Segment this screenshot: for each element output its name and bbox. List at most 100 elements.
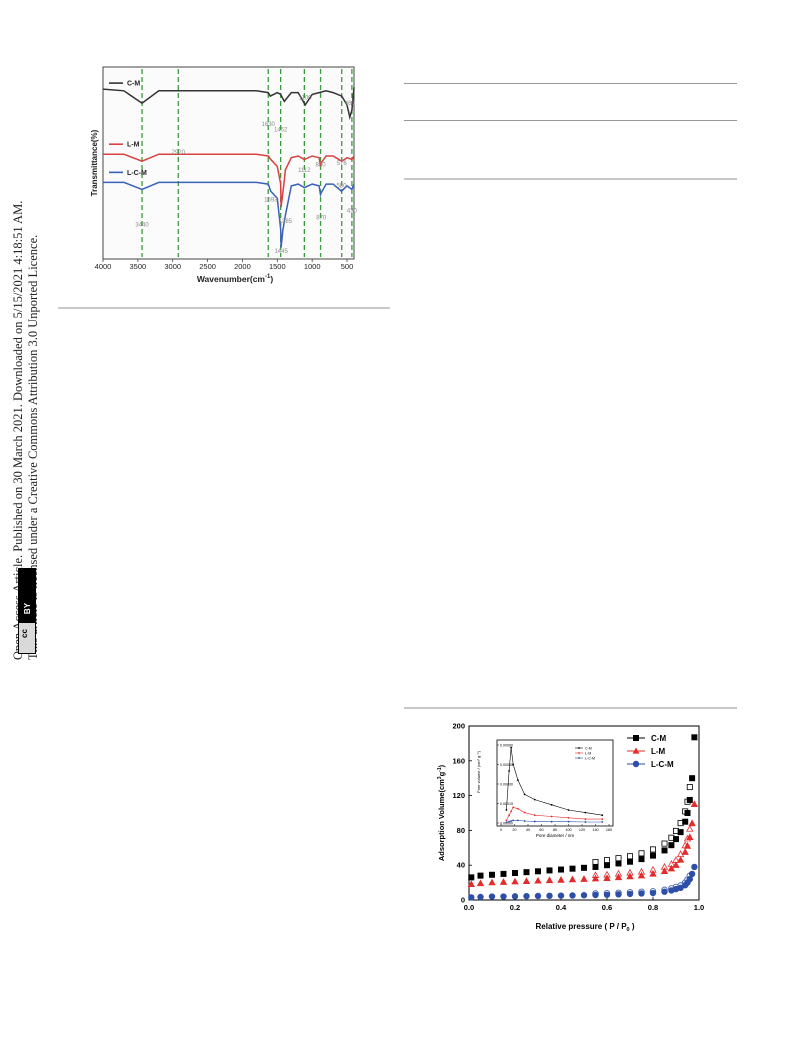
bet-adsorption-point-l-m: [626, 872, 634, 880]
inset-point: [516, 807, 519, 810]
bet-adsorption-point-l-m: [488, 878, 496, 886]
ftir-peak-annotation: 1100: [299, 96, 313, 102]
bet-adsorption-point-l-m: [511, 877, 519, 885]
inset-point: [567, 809, 570, 811]
bet-adsorption-point-c-m: [689, 775, 696, 782]
bet-adsorption-point-l-c-m: [488, 893, 496, 900]
ftir-peak-annotation: 3440: [135, 222, 149, 228]
bet-adsorption-point-l-m: [522, 877, 531, 884]
bet-data-points: [467, 734, 699, 901]
ftir-peak-annotation: 1452: [274, 127, 288, 133]
bet-x-axis-label: Relative pressure ( P / P0 ): [536, 922, 635, 933]
bet-adsorption-point-c-m: [684, 810, 691, 817]
ftir-peak-annotation: 1385: [279, 219, 293, 225]
ftir-peak-annotation: 576: [337, 161, 348, 167]
bet-adsorption-point-l-m: [614, 873, 623, 881]
bet-adsorption-point-c-m: [691, 734, 698, 741]
bet-adsorption-point-l-m: [591, 874, 600, 882]
inset-point: [510, 810, 513, 813]
bet-adsorption-point-l-c-m: [557, 892, 565, 899]
bet-y-tick-label: 120: [452, 791, 465, 800]
bet-adsorption-point-c-m: [569, 865, 576, 872]
inset-y-tick-label: 0.00030: [500, 782, 513, 786]
bet-x-tick-label: 0.4: [556, 903, 567, 912]
bet-x-tick-label: 0.6: [602, 903, 612, 912]
inset-y-tick-label: 0.00000: [500, 821, 513, 825]
bet-adsorption-point-l-m: [603, 874, 611, 881]
bet-desorption-point-c-m: [603, 857, 610, 864]
ftir-x-tick-label: 2500: [199, 262, 216, 271]
inset-point: [584, 818, 587, 820]
inset-point: [512, 819, 515, 822]
pore-size-inset: [496, 739, 614, 827]
bet-y-tick-label: 200: [452, 722, 465, 731]
inset-point: [505, 821, 508, 824]
ftir-x-tick-label: 3000: [164, 262, 181, 271]
inset-x-tick-label: 60: [539, 828, 543, 832]
bet-adsorption-point-l-m: [557, 875, 565, 883]
bet-adsorption-point-c-m: [489, 871, 496, 878]
bet-adsorption-point-l-m: [672, 861, 680, 868]
ftir-x-axis-label: Wavenumber(cm-1): [197, 274, 274, 284]
bet-adsorption-point-c-m: [686, 796, 693, 803]
inset-legend-label: L-M: [585, 751, 591, 755]
inset-point: [601, 821, 604, 823]
inset-legend-marker: [578, 752, 580, 754]
bet-adsorption-point-l-c-m: [546, 892, 553, 900]
ftir-peak-annotation: 1593: [264, 198, 278, 204]
ftir-peak-annotation: 430: [347, 208, 358, 214]
bet-adsorption-point-c-m: [592, 863, 599, 870]
ftir-peak-annotation: 580: [336, 184, 347, 190]
bet-adsorption-point-l-m: [676, 855, 685, 863]
table-top-rule: [404, 83, 737, 84]
bet-adsorption-point-l-c-m: [626, 890, 634, 898]
bet-desorption-point-c-m: [638, 850, 645, 857]
ftir-legend-label: L-C-M: [127, 170, 147, 177]
bet-adsorption-point-l-m: [534, 876, 542, 884]
bet-desorption-point-c-m: [626, 853, 633, 860]
bet-adsorption-point-l-m: [545, 876, 554, 884]
inset-x-tick-label: 140: [592, 828, 598, 832]
inset-legend-label: C-M: [585, 746, 592, 750]
bet-adsorption-point-c-m: [546, 867, 553, 874]
bet-adsorption-point-l-m: [681, 848, 689, 855]
bet-y-tick-label: 40: [457, 861, 465, 870]
ftir-x-ticks: 4000 3500 3000 2500 2000 1500 1000 500: [95, 259, 354, 271]
inset-point: [523, 793, 526, 796]
ftir-legend: C-M L-M L-C-M: [109, 81, 147, 177]
bet-adsorption-point-c-m: [677, 829, 684, 836]
bet-adsorption-point-c-m: [603, 862, 610, 869]
ftir-legend-label: C-M: [127, 81, 140, 88]
inset-x-tick-label: 40: [526, 828, 530, 832]
ftir-x-tick-label: 1000: [304, 262, 321, 271]
ftir-x-tick-label: 4000: [95, 262, 112, 271]
bet-adsorption-point-l-c-m: [661, 888, 668, 895]
bet-adsorption-point-c-m: [512, 870, 519, 877]
bet-x-tick-label: 0.8: [648, 903, 658, 912]
bet-adsorption-point-c-m: [500, 870, 507, 877]
ftir-x-tick-label: 500: [341, 262, 354, 271]
bet-adsorption-point-l-c-m: [638, 890, 645, 897]
ftir-peak-annotation: 870: [316, 215, 327, 221]
bet-adsorption-point-l-m: [580, 875, 588, 882]
ftir-peak-annotation: 1112: [298, 168, 311, 174]
inset-point: [512, 806, 515, 809]
bet-adsorption-point-c-m: [477, 872, 484, 879]
inset-point: [550, 815, 553, 818]
bet-adsorption-point-l-m: [660, 867, 669, 874]
inset-point: [516, 779, 519, 781]
cc-by-badge[interactable]: cc BY: [18, 568, 36, 654]
inset-point: [584, 811, 587, 814]
bet-x-tick-label: 0.2: [510, 903, 520, 912]
inset-point: [533, 798, 536, 801]
bet-adsorption-point-l-m: [568, 875, 577, 883]
bet-legend-label: L-M: [651, 747, 666, 756]
inset-point: [550, 803, 553, 806]
bet-adsorption-point-l-c-m: [691, 863, 698, 871]
bet-adsorption-point-c-m: [672, 836, 679, 843]
inset-point: [523, 820, 526, 822]
ftir-y-axis-label: Transmittance(%): [90, 129, 99, 196]
bet-desorption-point-l-m: [686, 824, 694, 832]
